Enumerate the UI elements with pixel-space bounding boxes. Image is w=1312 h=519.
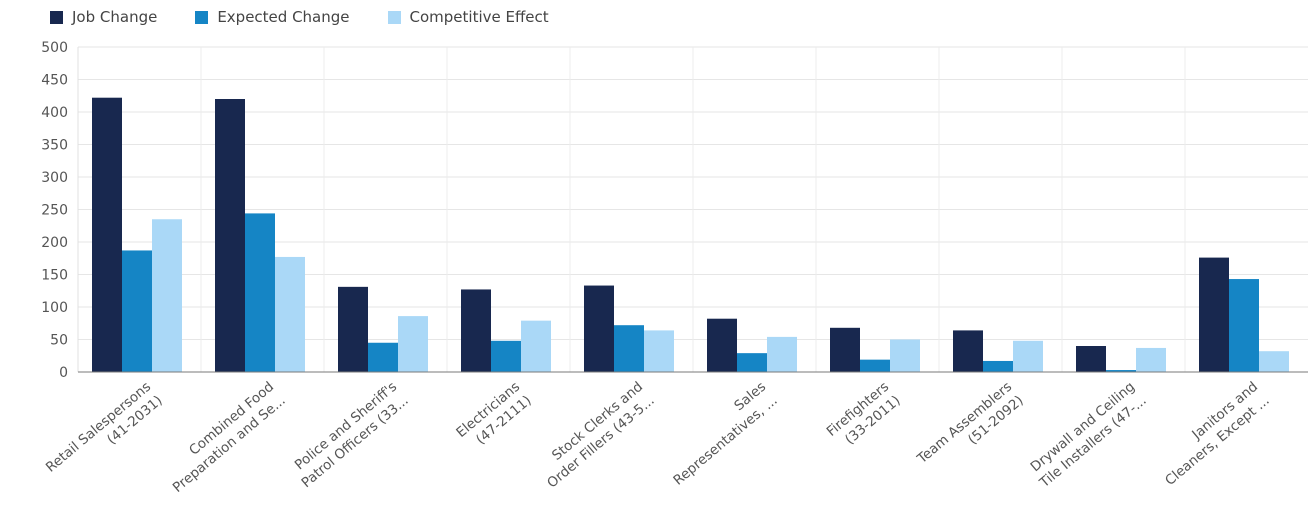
bar-expected-change: [860, 359, 890, 372]
y-tick-label: 300: [41, 170, 68, 186]
bar-job-change: [707, 318, 737, 372]
x-tick-label-group: Electricians(47-2111): [453, 379, 534, 448]
bar-expected-change: [245, 213, 275, 372]
bar-job-change: [92, 97, 122, 372]
bar-expected-change: [491, 340, 521, 372]
bar-expected-change: [1229, 279, 1259, 372]
bar-expected-change: [122, 250, 152, 372]
bar-competitive-effect: [398, 316, 428, 372]
legend-label-expected-change: Expected Change: [217, 8, 350, 26]
y-tick-label: 500: [41, 40, 68, 56]
legend-label-job-change: Job Change: [72, 8, 158, 26]
bar-job-change: [1199, 257, 1229, 372]
bar-expected-change: [737, 353, 767, 372]
legend-swatch-competitive-effect: [387, 10, 401, 24]
bar-expected-change: [1106, 370, 1136, 372]
x-tick-label-group: Firefighters(33-2011): [824, 379, 904, 448]
bar-job-change: [830, 327, 860, 372]
y-tick-label: 100: [41, 300, 68, 316]
bar-expected-change: [368, 342, 398, 372]
x-tick-label-group: SalesRepresentatives, ...: [670, 379, 780, 489]
legend-item-job-change[interactable]: Job Change: [50, 8, 157, 26]
x-tick-label: Representatives, ...: [670, 393, 780, 489]
legend: Job Change Expected Change Competitive E…: [50, 8, 549, 26]
bar-job-change: [461, 289, 491, 372]
y-tick-label: 200: [41, 235, 68, 251]
y-tick-label: 250: [41, 203, 68, 219]
bar-job-change: [1076, 346, 1106, 372]
bar-competitive-effect: [1136, 347, 1166, 372]
y-tick-label: 450: [41, 73, 68, 89]
bar-job-change: [215, 99, 245, 372]
bar-competitive-effect: [521, 320, 551, 372]
bar-job-change: [953, 330, 983, 372]
y-tick-label: 350: [41, 138, 68, 154]
legend-item-expected-change[interactable]: Expected Change: [195, 8, 350, 26]
bar-expected-change: [614, 325, 644, 372]
y-tick-label: 50: [50, 333, 68, 349]
bar-competitive-effect: [1013, 340, 1043, 372]
bar-competitive-effect: [767, 336, 797, 372]
legend-item-competitive-effect[interactable]: Competitive Effect: [387, 8, 549, 26]
bar-competitive-effect: [275, 256, 305, 372]
y-tick-label: 400: [41, 105, 68, 121]
y-tick-label: 0: [59, 365, 68, 381]
bar-competitive-effect: [644, 330, 674, 372]
legend-swatch-job-change: [50, 10, 63, 24]
bar-expected-change: [983, 360, 1013, 372]
bar-competitive-effect: [1259, 351, 1289, 372]
y-tick-label: 150: [41, 268, 68, 284]
bar-job-change: [338, 286, 368, 372]
bar-competitive-effect: [152, 219, 182, 372]
bar-job-change: [584, 285, 614, 372]
x-tick-label-group: Team Assemblers(51-2092): [914, 379, 1027, 468]
legend-swatch-expected-change: [195, 10, 209, 24]
x-tick-label-group: Retail Salespersons(41-2031): [43, 379, 166, 476]
legend-label-competitive-effect: Competitive Effect: [409, 8, 549, 26]
bar-competitive-effect: [890, 339, 920, 372]
